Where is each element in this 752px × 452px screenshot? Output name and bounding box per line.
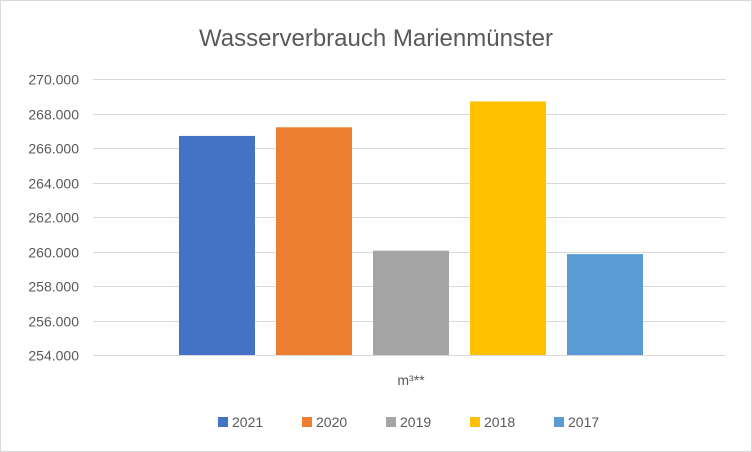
x-category-label: m³** — [397, 372, 425, 388]
legend-label-2017: 2017 — [568, 414, 599, 430]
y-tick-label: 254.000 — [28, 348, 79, 364]
legend-swatch-2021 — [218, 417, 228, 427]
legend-swatch-2020 — [302, 417, 312, 427]
legend-swatch-2018 — [470, 417, 480, 427]
bar-2017 — [567, 254, 643, 355]
bar-2020 — [276, 127, 352, 355]
bars — [179, 101, 643, 355]
bar-2021 — [179, 135, 255, 355]
y-tick-label: 258.000 — [28, 279, 79, 295]
y-tick-label: 270.000 — [28, 72, 79, 88]
y-tick-label: 266.000 — [28, 141, 79, 157]
y-tick-label: 264.000 — [28, 176, 79, 192]
legend-label-2020: 2020 — [316, 414, 347, 430]
y-tick-label: 260.000 — [28, 245, 79, 261]
bar-2019 — [373, 250, 449, 355]
legend-swatch-2017 — [554, 417, 564, 427]
chart-title: Wasserverbrauch Marienmünster — [199, 25, 553, 52]
bar-2018 — [470, 101, 546, 355]
legend-label-2019: 2019 — [400, 414, 431, 430]
y-tick-label: 268.000 — [28, 107, 79, 123]
y-tick-label: 256.000 — [28, 314, 79, 330]
y-axis-ticks: 254.000 256.000 258.000 260.000 262.000 264.0… — [28, 72, 79, 364]
legend-label-2018: 2018 — [484, 414, 515, 430]
legend: 2021 2020 2019 2018 2017 — [218, 414, 599, 430]
legend-label-2021: 2021 — [232, 414, 263, 430]
legend-swatch-2019 — [386, 417, 396, 427]
y-tick-label: 262.000 — [28, 210, 79, 226]
